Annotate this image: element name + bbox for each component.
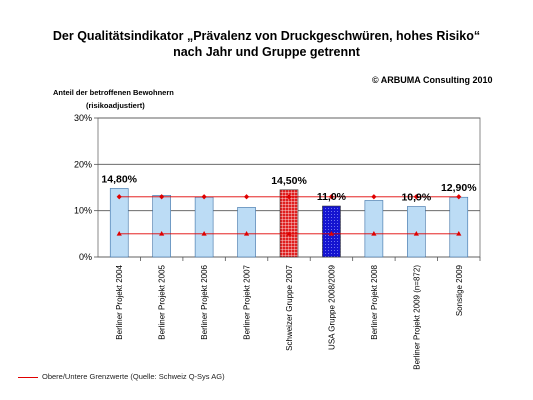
- x-tick-label: Schweizer Gruppe 2007: [285, 264, 294, 350]
- upper-limit-marker: [456, 194, 462, 200]
- x-tick-label: Berliner Projekt 2006: [200, 264, 209, 339]
- x-tick-label: USA Gruppe 2008/2009: [327, 264, 336, 350]
- lower-limit-marker: [413, 231, 419, 236]
- chart-title-line2: nach Jahr und Gruppe getrennt: [173, 45, 360, 59]
- data-label: 10,9%: [401, 191, 431, 203]
- data-label: 11,0%: [317, 191, 347, 203]
- y-axis-label: Anteil der betroffenen Bewohnern: [53, 88, 174, 97]
- upper-limit-marker: [201, 194, 207, 200]
- bar: [449, 196, 469, 258]
- bar: [194, 196, 214, 258]
- upper-limit-marker: [286, 194, 292, 200]
- x-tick-label: Sonstige 2009: [455, 264, 464, 316]
- limit-legend-label: Obere/Untere Grenzwerte (Quelle: Schweiz…: [42, 372, 225, 381]
- lower-limit-marker: [243, 231, 250, 236]
- y-axis-label-sub: (risikoadjustiert): [86, 101, 145, 110]
- x-tick-label: Berliner Projekt 2008: [370, 264, 379, 339]
- lower-limit-marker: [159, 231, 165, 236]
- data-label: 14,80%: [101, 173, 137, 185]
- upper-limit-marker: [116, 194, 122, 200]
- limit-legend-line: [18, 377, 38, 378]
- lower-limit-marker: [328, 231, 335, 236]
- bar: [152, 195, 171, 258]
- upper-limit-marker: [243, 194, 250, 200]
- data-label: 14,50%: [271, 175, 307, 187]
- x-tick-label: Berliner Projekt 2009 (n=872): [412, 265, 421, 370]
- chart-title-line1: Der Qualitätsindikator „Prävalenz von Dr…: [52, 29, 481, 43]
- lower-limit-marker: [201, 231, 207, 236]
- bar: [109, 188, 129, 258]
- x-tick-label: Berliner Projekt 2005: [158, 264, 167, 339]
- copyright-note: © ARBUMA Consulting 2010: [372, 75, 493, 85]
- lower-limit-marker: [456, 231, 462, 236]
- y-tick-label: 0%: [79, 252, 92, 262]
- x-tick-label: Berliner Projekt 2007: [243, 264, 252, 339]
- upper-limit-marker: [328, 194, 335, 200]
- bar: [279, 189, 299, 258]
- y-tick-label: 20%: [74, 159, 92, 169]
- y-tick-label: 10%: [74, 206, 92, 216]
- lower-limit-marker: [116, 231, 122, 236]
- upper-limit-marker: [371, 194, 377, 200]
- upper-limit-marker: [159, 194, 165, 200]
- y-tick-label: 30%: [74, 113, 92, 123]
- data-label: 12,90%: [441, 182, 477, 194]
- bar: [364, 200, 384, 258]
- lower-limit-marker: [286, 231, 292, 236]
- x-tick-label: Berliner Projekt 2004: [115, 264, 124, 339]
- upper-limit-marker: [413, 194, 419, 200]
- lower-limit-marker: [371, 231, 377, 236]
